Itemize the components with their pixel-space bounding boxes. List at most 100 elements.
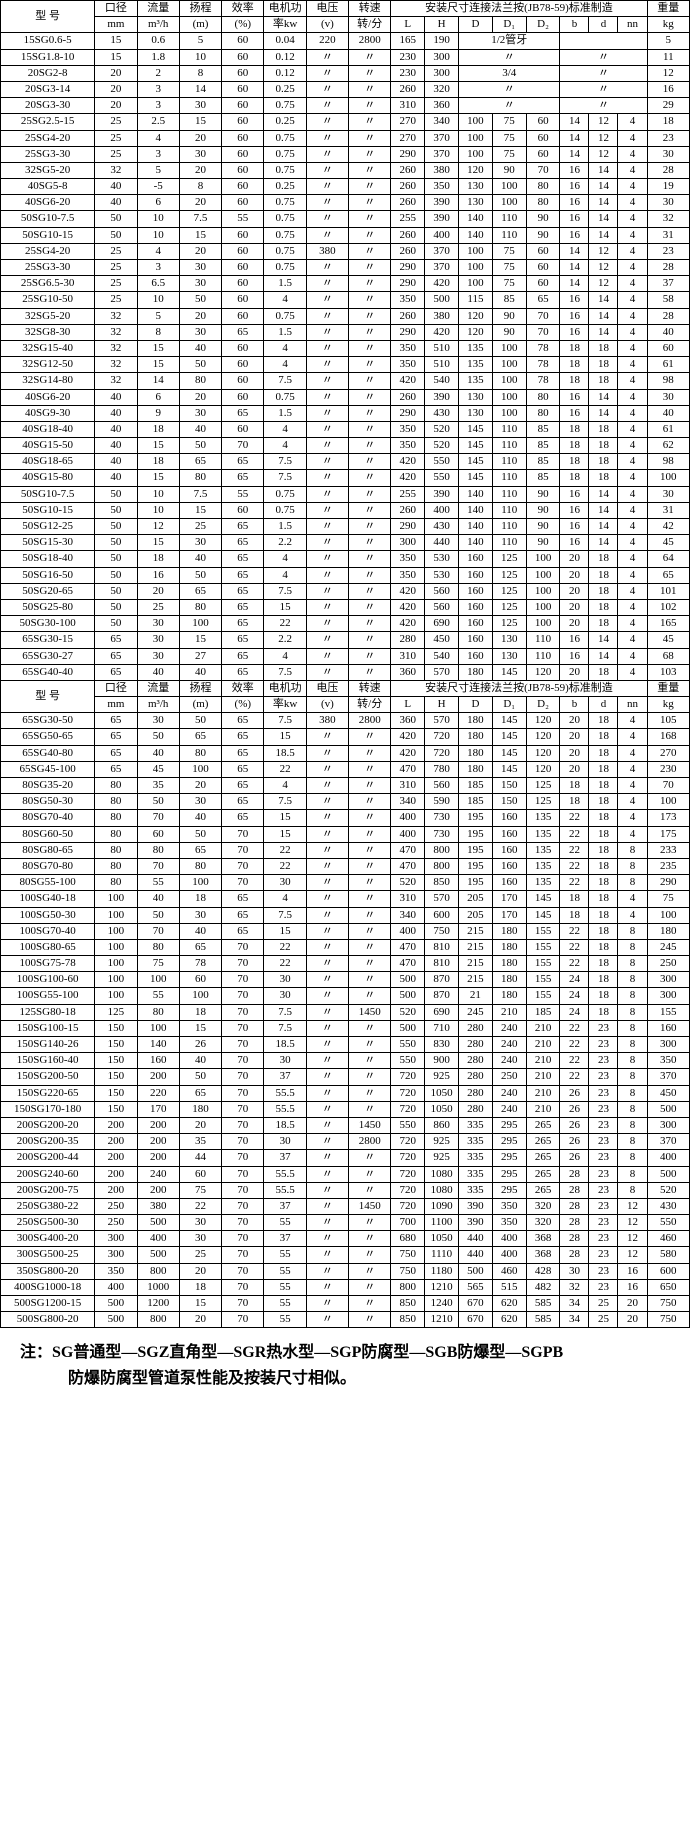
table-cell: 14 [589, 179, 618, 195]
col-flow: 流量 [137, 1, 179, 17]
table-cell: 30 [179, 907, 221, 923]
col-diameter-2: 口径 [95, 680, 137, 696]
table-header-1: 型 号 口径 流量 扬程 效率 电机功 电压 转速 安装尺寸连接法兰按(JB78… [1, 1, 690, 33]
table-cell: 32SG5-20 [1, 308, 95, 324]
table-cell: 210 [526, 1053, 560, 1069]
table-cell: 22 [560, 939, 589, 955]
table-cell: 〃 [306, 1312, 348, 1328]
table-cell: 37 [264, 1198, 306, 1214]
table-cell: 〃 [306, 1263, 348, 1279]
table-cell: 170 [492, 891, 526, 907]
table-cell: 173 [647, 810, 689, 826]
table-cell: 15 [179, 502, 221, 518]
table-cell: 340 [391, 907, 425, 923]
table-cell: 〃 [349, 1312, 391, 1328]
table-cell: 400 [391, 923, 425, 939]
table-cell: 720 [391, 1101, 425, 1117]
table-cell: 〃 [349, 81, 391, 97]
table-cell: 200 [137, 1117, 179, 1133]
table-cell: 90 [526, 535, 560, 551]
table-row: 50SG10-15501015600.75〃〃26040014011090161… [1, 227, 690, 243]
table-row: 65SG30-27653027654〃〃31054016013011016144… [1, 648, 690, 664]
table-cell: 40 [95, 195, 137, 211]
table-cell: 18 [589, 842, 618, 858]
table-row: 25SG6.5-30256.530601.5〃〃2904201007560141… [1, 276, 690, 292]
table-row: 65SG30-15653015652.2〃〃280450160130110161… [1, 632, 690, 648]
table-cell: 〃 [306, 179, 348, 195]
col-b-2: b [560, 697, 589, 713]
table-cell: 18 [589, 810, 618, 826]
table-cell: 50 [95, 599, 137, 615]
table-cell: 18 [589, 939, 618, 955]
table-cell: 550 [425, 470, 459, 486]
table-cell: 140 [459, 519, 493, 535]
table-cell: 245 [647, 939, 689, 955]
table-cell: 400 [425, 227, 459, 243]
table-cell: 〃 [306, 470, 348, 486]
table-cell: 23 [589, 1134, 618, 1150]
table-cell: 23 [589, 1150, 618, 1166]
table-cell: 710 [425, 1020, 459, 1036]
table-cell: 22 [179, 1198, 221, 1214]
table-cell: 60 [222, 276, 264, 292]
table-cell: 160 [492, 858, 526, 874]
table-cell: 70 [222, 939, 264, 955]
table-cell: 〃 [306, 535, 348, 551]
table-cell: 80SG55-100 [1, 875, 95, 891]
table-cell: 18 [589, 745, 618, 761]
table-cell: 60 [222, 389, 264, 405]
table-cell: 14 [179, 81, 221, 97]
table-cell: 180 [492, 956, 526, 972]
table-cell: 100 [526, 551, 560, 567]
table-cell: 180 [459, 745, 493, 761]
table-cell: 135 [526, 875, 560, 891]
table-row: 25SG2.5-15252.515600.25〃〃270340100756014… [1, 114, 690, 130]
col-weight: 重量 [647, 1, 689, 17]
table-cell: 100 [526, 616, 560, 632]
table-cell: 670 [459, 1296, 493, 1312]
table-cell: 280 [459, 1101, 493, 1117]
table-cell: 105 [647, 713, 689, 729]
table-cell: 100 [492, 340, 526, 356]
table-cell: 20 [179, 308, 221, 324]
table-cell: 55 [264, 1279, 306, 1295]
table-cell: 470 [391, 842, 425, 858]
table-cell: 23 [589, 1053, 618, 1069]
table-cell: 0.25 [264, 179, 306, 195]
table-cell: 1.5 [264, 276, 306, 292]
table-cell: 〃 [349, 567, 391, 583]
table-cell: 30 [264, 988, 306, 1004]
table-cell: 4 [618, 227, 647, 243]
table-cell: 25 [95, 292, 137, 308]
table-cell: 140 [459, 211, 493, 227]
table-cell: 12 [618, 1215, 647, 1231]
table-cell: 200 [95, 1166, 137, 1182]
table-row: 32SG8-3032830651.5〃〃29042012090701614440 [1, 324, 690, 340]
table-cell: 40 [95, 389, 137, 405]
table-cell: 15 [264, 923, 306, 939]
table-cell: 18 [589, 826, 618, 842]
table-row: 40SG9-3040930651.5〃〃29043013010080161444… [1, 405, 690, 421]
table-cell: 420 [391, 616, 425, 632]
table-cell: 20 [179, 778, 221, 794]
table-cell: 500SG800-20 [1, 1312, 95, 1328]
table-cell: 130 [459, 405, 493, 421]
table-cell: 100 [492, 179, 526, 195]
table-row: 40SG15-50401550704〃〃35052014511085181846… [1, 438, 690, 454]
table-cell: 60 [526, 276, 560, 292]
table-cell: 14 [589, 519, 618, 535]
table-cell: 110 [492, 519, 526, 535]
table-row: 15SG0.6-5150.65600.0422028001651901/2管牙5 [1, 33, 690, 49]
table-cell: 22 [560, 1069, 589, 1085]
table-cell: 18 [589, 340, 618, 356]
table-cell: 80 [95, 810, 137, 826]
table-cell: 28 [560, 1198, 589, 1214]
table-cell: 390 [459, 1198, 493, 1214]
table-cell: 100 [137, 972, 179, 988]
table-row: 100SG40-181004018654〃〃310570205170145181… [1, 891, 690, 907]
table-cell: 270 [647, 745, 689, 761]
table-cell: 300 [95, 1231, 137, 1247]
table-cell: 160 [459, 648, 493, 664]
table-row: 80SG80-658080657022〃〃4708001951601352218… [1, 842, 690, 858]
col-H: H [425, 17, 459, 33]
